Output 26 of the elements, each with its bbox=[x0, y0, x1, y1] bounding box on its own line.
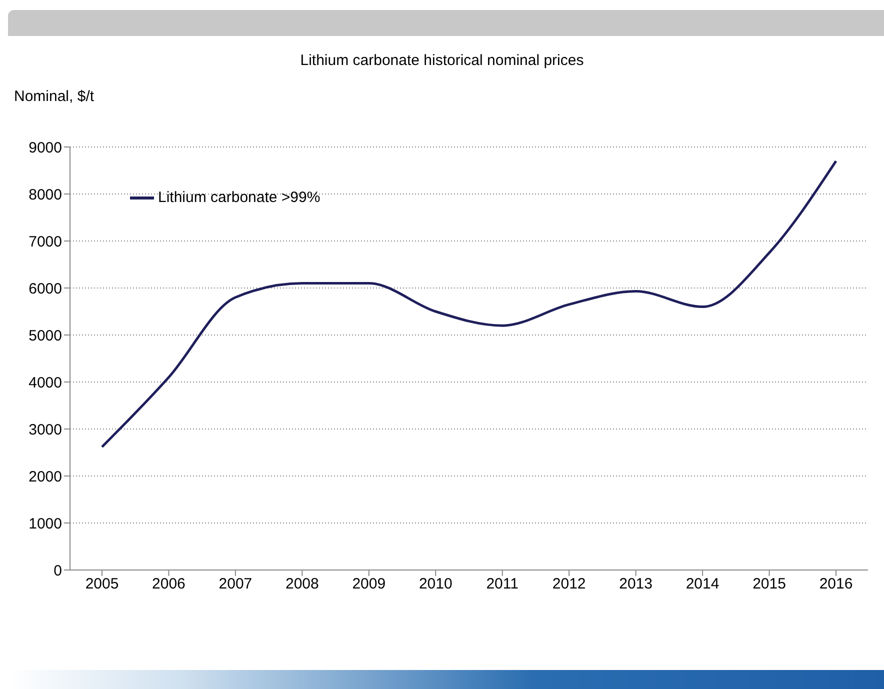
y-axis-title: Nominal, $/t bbox=[14, 88, 94, 105]
x-tick-label: 2013 bbox=[619, 576, 653, 593]
x-tick-label: 2006 bbox=[152, 576, 186, 593]
x-tick-label: 2007 bbox=[218, 576, 252, 593]
chart-title: Lithium carbonate historical nominal prices bbox=[299, 52, 585, 69]
x-tick-label: 2016 bbox=[819, 576, 853, 593]
y-tick-label: 1000 bbox=[28, 515, 62, 532]
x-tick-label: 2011 bbox=[486, 576, 518, 593]
y-tick-label: 0 bbox=[54, 562, 62, 580]
y-tick-label: 3000 bbox=[28, 421, 62, 438]
x-tick-label: 2010 bbox=[418, 576, 452, 593]
y-tick-label: 6000 bbox=[28, 280, 62, 298]
line-series bbox=[100, 160, 838, 448]
x-tick-label: 2009 bbox=[352, 576, 386, 593]
legend-label: Lithium carbonate >99% bbox=[158, 189, 320, 206]
y-tick-label: 2000 bbox=[28, 468, 62, 486]
x-tick-label: 2008 bbox=[285, 576, 319, 593]
y-tick-label: 4000 bbox=[28, 374, 62, 392]
x-tick-label: 2015 bbox=[752, 576, 786, 593]
y-tick-label: 5000 bbox=[28, 327, 62, 344]
y-tick-label: 8000 bbox=[28, 186, 62, 204]
x-tick-label: 2005 bbox=[85, 576, 119, 593]
y-tick-label: 9000 bbox=[28, 139, 62, 156]
x-tick-label: 2012 bbox=[552, 576, 586, 593]
x-tick-label: 2014 bbox=[686, 576, 720, 593]
y-tick-label: 7000 bbox=[28, 233, 62, 250]
